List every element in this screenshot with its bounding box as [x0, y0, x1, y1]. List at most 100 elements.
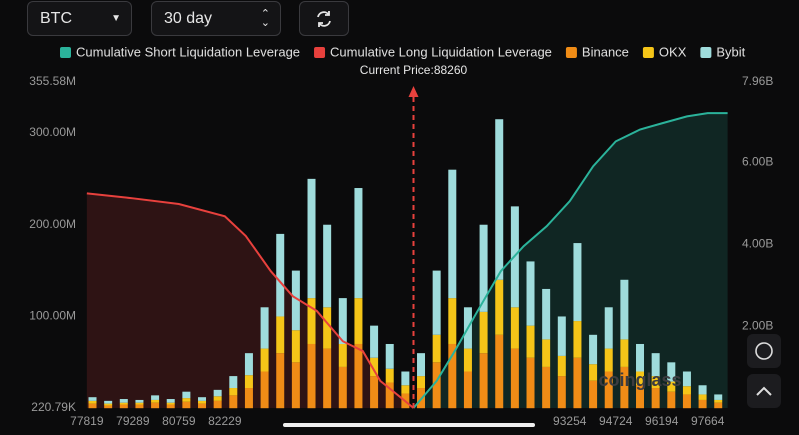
bar-segment — [714, 399, 723, 403]
symbol-select[interactable]: BTC ▼ — [27, 1, 132, 36]
bar-segment — [620, 339, 629, 367]
bar-segment — [385, 382, 394, 409]
bar-segment — [557, 355, 566, 377]
bar-segment — [682, 386, 691, 395]
bar-segment — [479, 353, 488, 409]
bar-segment — [307, 298, 316, 344]
bar-segment — [526, 325, 535, 358]
bar-segment — [526, 261, 535, 326]
bar-segment — [213, 400, 222, 409]
bar-segment — [151, 399, 160, 403]
caret: ▼ — [111, 13, 121, 24]
bar-segment — [323, 224, 332, 308]
bar-segment — [401, 385, 410, 394]
bar-segment — [182, 391, 191, 399]
bar-segment — [323, 307, 332, 349]
bar-segment — [354, 343, 363, 409]
bar-segment — [604, 371, 613, 409]
bar-segment — [448, 169, 457, 299]
bar-segment — [604, 307, 613, 349]
bar-segment — [557, 376, 566, 409]
plot: 220.79K 100.00M 200.00M 300.00M 355.58M 2.00B… — [29, 74, 773, 428]
bar-segment — [213, 389, 222, 397]
bar-segment — [88, 403, 97, 409]
bar-segment — [682, 394, 691, 409]
bar-segment — [573, 357, 582, 409]
bar-segment — [589, 334, 598, 365]
bar-segment — [229, 376, 238, 389]
bar-segment — [135, 399, 144, 403]
bar-segment — [495, 119, 504, 280]
x-tick-label: 79289 — [116, 414, 150, 428]
x-tick-label: 94724 — [599, 414, 633, 428]
bar-segment — [354, 298, 363, 344]
bar-segment — [651, 388, 660, 409]
bar-segment — [151, 395, 160, 400]
bar-segment — [573, 321, 582, 358]
bar-segment — [667, 391, 676, 409]
bar-segment — [244, 375, 253, 389]
x-tick-label: 77819 — [70, 414, 104, 428]
bar-segment — [166, 404, 175, 409]
period-select[interactable]: 30 day ⌃ ⌄ — [151, 1, 281, 36]
bar-segment — [307, 178, 316, 299]
bar-segment — [432, 270, 441, 335]
bar-segment — [557, 316, 566, 356]
bar-segment — [651, 353, 660, 377]
bar-segment — [573, 243, 582, 322]
bar-segment — [432, 362, 441, 409]
up-icon — [756, 386, 772, 396]
bar-segment — [385, 368, 394, 383]
bar-segment — [370, 325, 379, 358]
y2-tick-label: 4.00B — [742, 236, 773, 250]
bar-segment — [370, 376, 379, 409]
bar-segment — [401, 393, 410, 409]
bar-segment — [229, 388, 238, 396]
y-tick-label: 100.00M — [29, 309, 76, 323]
bar-segment — [244, 388, 253, 409]
bar-segment — [448, 343, 457, 409]
bar-segment — [385, 343, 394, 369]
bar-segment — [463, 371, 472, 409]
bar-segment — [682, 371, 691, 387]
y2-tick-label: 7.96B — [742, 74, 773, 88]
bar-segment — [260, 307, 269, 349]
info-icon — [755, 342, 773, 360]
bar-segment — [88, 400, 97, 404]
bar-segment — [495, 334, 504, 409]
legend-swatch — [314, 47, 326, 58]
bar-segment — [542, 288, 551, 340]
bar-segment — [636, 371, 645, 386]
legend-swatch — [60, 47, 71, 58]
bar-segment — [510, 307, 519, 349]
bar-segment — [526, 357, 535, 409]
watermark: coinglass — [598, 370, 681, 390]
top-button[interactable] — [747, 374, 781, 408]
bar-segment — [104, 403, 113, 406]
bar-segment — [479, 224, 488, 312]
bar-segment — [307, 343, 316, 409]
bar-segment — [636, 343, 645, 372]
bar-segment — [651, 376, 660, 389]
refresh-button[interactable] — [299, 1, 349, 36]
bar-segment — [276, 233, 285, 317]
legend-label: Binance — [582, 44, 629, 59]
bar-segment — [620, 366, 629, 409]
legend-label: Cumulative Short Liquidation Leverage — [76, 44, 300, 59]
bar-segment — [291, 330, 300, 363]
y-tick-label: 220.79K — [31, 400, 76, 414]
bar-segment — [166, 402, 175, 405]
bar-segment — [495, 279, 504, 335]
bar-segment — [479, 311, 488, 354]
bar-segment — [182, 401, 191, 409]
x-tick-label: 80759 — [162, 414, 196, 428]
refresh-icon — [317, 10, 331, 27]
x-tick-label: 96194 — [645, 414, 679, 428]
line-area — [86, 193, 414, 408]
bar-segment — [604, 348, 613, 372]
legend-swatch — [700, 47, 712, 58]
y-tick-label: 200.00M — [29, 217, 76, 231]
info-button[interactable] — [747, 334, 781, 368]
bar-segment — [463, 348, 472, 372]
